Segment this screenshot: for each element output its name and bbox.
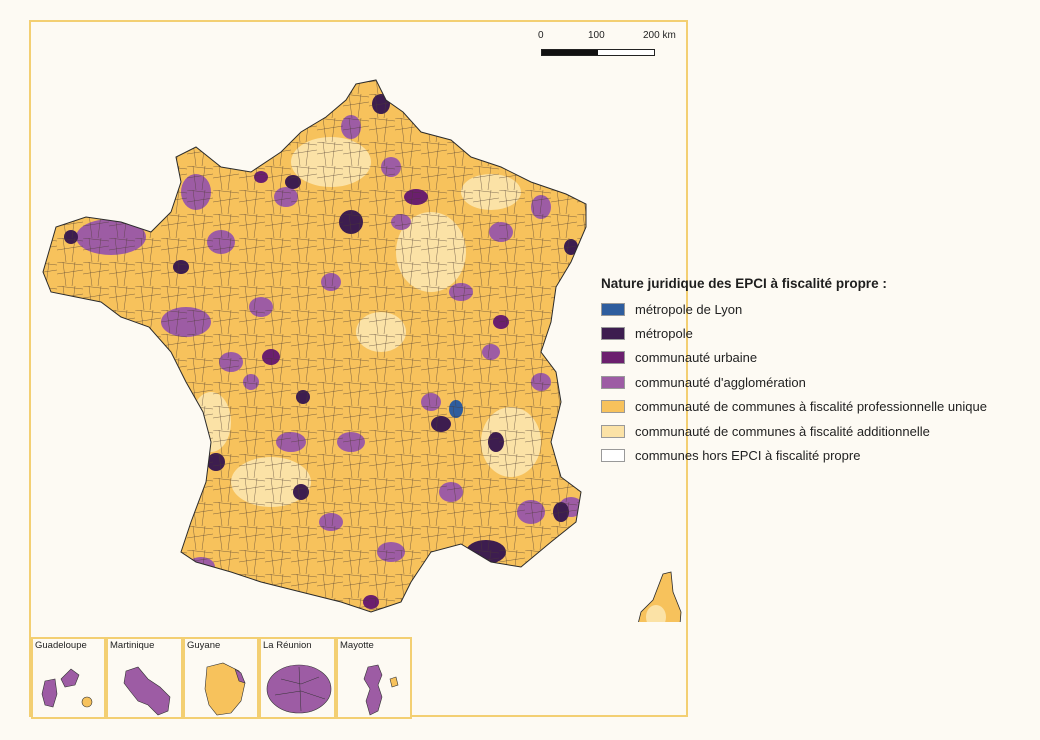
- legend-label: communauté d'agglomération: [635, 374, 806, 390]
- inset-label: Mayotte: [340, 640, 374, 651]
- legend-title: Nature juridique des EPCI à fiscalité pr…: [601, 276, 887, 291]
- legend-label: métropole: [635, 326, 693, 342]
- legend-swatch: [601, 327, 625, 341]
- martinique-shape: [123, 666, 171, 716]
- inset-mayotte: Mayotte: [336, 637, 412, 719]
- legend-item: communauté de communes à fiscalité addit…: [601, 419, 987, 443]
- legend-item: communauté de communes à fiscalité profe…: [601, 395, 987, 419]
- legend-swatch: [601, 351, 625, 365]
- legend-swatch: [601, 400, 625, 414]
- legend-item: communes hors EPCI à fiscalité propre: [601, 443, 987, 467]
- la-reunion-shape: [266, 664, 332, 714]
- legend-item: communauté d'agglomération: [601, 370, 987, 394]
- inset-label: Martinique: [110, 640, 155, 651]
- legend-item: métropole: [601, 321, 987, 345]
- inset-label: La Réunion: [263, 640, 312, 651]
- inset-guyane: Guyane: [183, 637, 259, 719]
- corsica-shape: [638, 571, 682, 622]
- legend-item: communauté urbaine: [601, 346, 987, 370]
- legend-swatch: [601, 424, 625, 438]
- legend-label: communauté de communes à fiscalité addit…: [635, 423, 930, 439]
- legend-label: communes hors EPCI à fiscalité propre: [635, 448, 861, 464]
- legend-swatch: [601, 375, 625, 389]
- legend-label: communauté de communes à fiscalité profe…: [635, 399, 987, 415]
- legend-label: communauté urbaine: [635, 350, 758, 366]
- guadeloupe-shape: [41, 668, 93, 708]
- guyane-shape: [204, 662, 246, 716]
- scale-bar: [541, 49, 655, 56]
- inset-la-reunion: La Réunion: [259, 637, 336, 719]
- scale-tick-200: 200 km: [643, 30, 676, 41]
- legend-label: métropole de Lyon: [635, 301, 743, 317]
- inset-guadeloupe: Guadeloupe: [31, 637, 106, 719]
- france-map: [42, 79, 682, 622]
- legend: Nature juridique des EPCI à fiscalité pr…: [601, 276, 987, 468]
- legend-swatch: [601, 302, 625, 316]
- mayotte-shape: [363, 664, 399, 716]
- legend-swatch: [601, 449, 625, 463]
- legend-item: métropole de Lyon: [601, 297, 987, 321]
- inset-label: Guadeloupe: [35, 640, 87, 651]
- map-frame: 0 100 200 km Guadeloupe Martinique Guyan…: [29, 20, 688, 719]
- inset-martinique: Martinique: [106, 637, 183, 719]
- scale-tick-100: 100: [588, 30, 605, 41]
- inset-label: Guyane: [187, 640, 221, 651]
- scale-tick-0: 0: [538, 30, 544, 41]
